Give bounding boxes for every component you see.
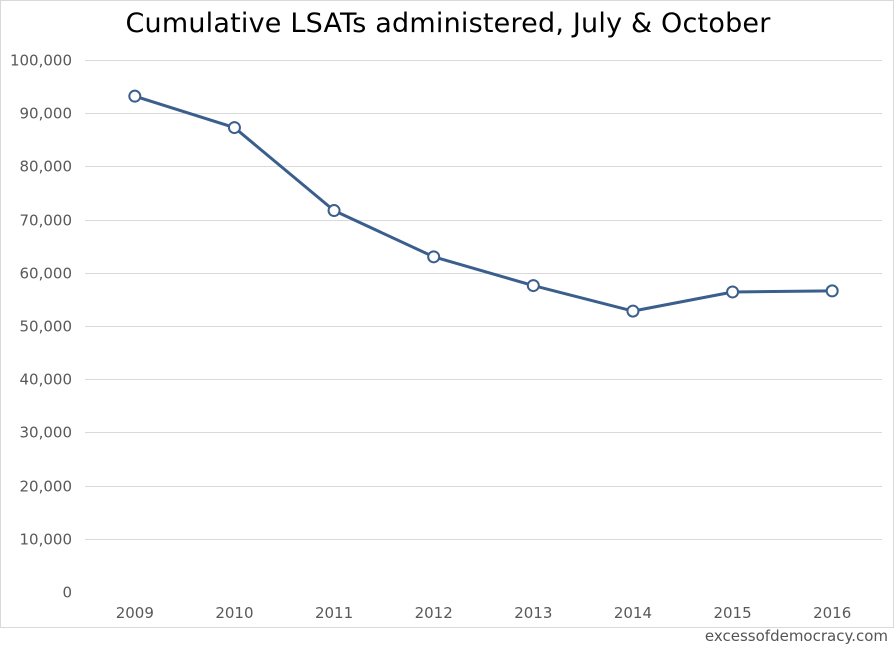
gridlines [85,60,882,540]
data-point[interactable] [227,121,241,135]
data-point[interactable] [427,250,441,264]
x-tick-label: 2009 [116,604,154,622]
y-tick-label: 20,000 [20,478,73,496]
data-point[interactable] [726,285,740,299]
y-tick-label: 90,000 [20,105,73,123]
y-tick-label: 70,000 [20,212,73,230]
data-points [128,89,839,318]
x-tick-label: 2010 [215,604,253,622]
chart-title: Cumulative LSATs administered, July & Oc… [125,8,771,39]
y-tick-label: 30,000 [20,424,73,442]
data-point[interactable] [327,204,341,218]
y-tick-label: 0 [62,584,72,602]
x-axis-tick-labels: 2009 2010 2011 2012 2013 2014 2015 2016 [116,604,852,622]
y-tick-label: 60,000 [20,265,73,283]
x-tick-label: 2013 [514,604,552,622]
chart-frame [0,0,894,628]
x-tick-label: 2016 [813,604,851,622]
y-tick-label: 40,000 [20,371,73,389]
y-tick-label: 10,000 [20,531,73,549]
x-tick-label: 2011 [315,604,353,622]
y-axis-tick-labels: 0 10,000 20,000 30,000 40,000 50,000 60,000 70,… [10,52,72,602]
x-tick-label: 2012 [415,604,453,622]
x-tick-label: 2015 [713,604,751,622]
data-point[interactable] [825,284,839,298]
y-tick-label: 100,000 [10,52,72,70]
line-chart: 0 10,000 20,000 30,000 40,000 50,000 60,000 70,… [10,52,882,622]
source-watermark: excessofdemocracy.com [704,627,888,645]
y-tick-label: 80,000 [20,158,73,176]
series-layer [134,94,833,313]
x-tick-label: 2014 [614,604,652,622]
series-line [134,94,833,313]
data-point[interactable] [626,304,640,318]
data-point[interactable] [526,279,540,293]
y-tick-label: 50,000 [20,318,73,336]
data-point[interactable] [128,89,142,103]
